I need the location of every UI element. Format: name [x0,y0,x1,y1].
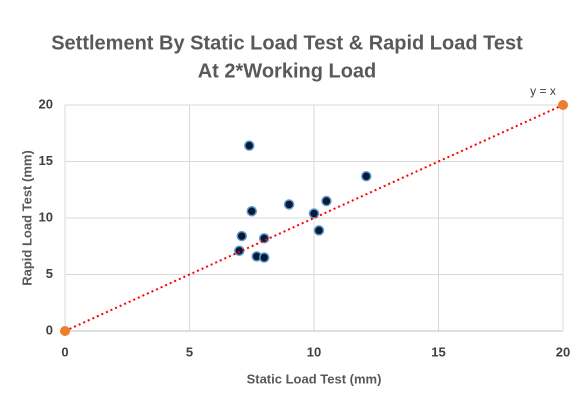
point [308,208,320,219]
point [258,252,270,263]
point [361,170,372,182]
y-tick-label: 15 [39,153,53,168]
point [246,205,257,217]
point [236,230,248,242]
x-tick-label: 5 [186,344,193,359]
x-tick-label: 20 [556,344,570,359]
y-tick-label: 10 [39,209,53,224]
point [234,245,245,257]
y-tick-label: 20 [39,96,53,111]
y-tick-label: 5 [46,266,53,281]
chart-title: At 2*Working Load [198,60,377,82]
annotation: y = x [530,84,556,98]
x-tick-label: 15 [431,344,445,359]
x-tick-label: 0 [61,344,68,359]
y-tick-label: 0 [46,322,53,337]
point [244,140,255,151]
point [313,225,325,236]
point [283,199,295,210]
x-axis-title: Static Load Test (mm) [247,371,382,386]
point [321,195,332,207]
trend-line [64,104,564,332]
point [60,326,70,336]
chart-title: Settlement By Static Load Test & Rapid L… [51,32,523,54]
y-axis-title: Rapid Load Test (mm) [19,150,34,286]
x-tick-label: 10 [307,344,321,359]
point [558,100,568,110]
